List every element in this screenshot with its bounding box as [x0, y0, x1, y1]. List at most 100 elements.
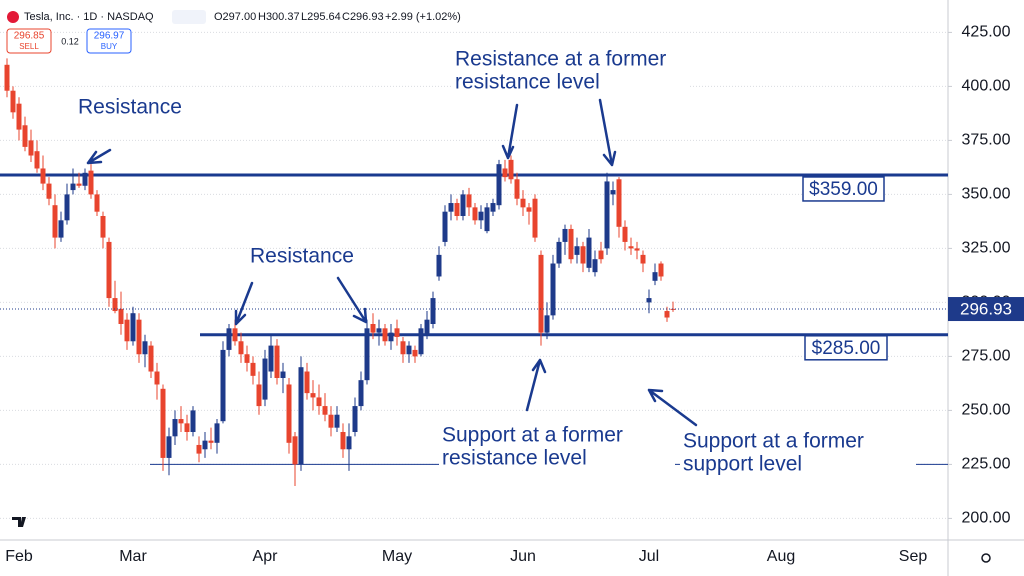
sell-label: SELL [19, 42, 39, 51]
sell-price: 296.85 [14, 31, 45, 42]
candle-body [250, 362, 256, 376]
candle-body [58, 220, 64, 238]
annotation: Support at a former [683, 430, 864, 453]
buy-price: 296.97 [94, 31, 125, 42]
candle-body [364, 328, 370, 381]
candle-body [46, 183, 52, 199]
candle-body [112, 298, 118, 312]
last-price-label: 296.93 [960, 300, 1012, 319]
x-tick-label: Apr [253, 548, 279, 565]
candle-body [220, 349, 226, 422]
candle-body [430, 298, 436, 324]
candle-body [118, 308, 124, 324]
candle-body [214, 423, 220, 443]
arrow [234, 281, 254, 326]
sell-button[interactable] [6, 28, 52, 54]
candle-body [370, 324, 376, 333]
candle-body [514, 179, 520, 199]
candle-body [592, 259, 598, 273]
candle-body [562, 228, 568, 242]
candle-body [226, 328, 232, 350]
candle-body [544, 315, 550, 333]
levels: $359.00 $285.00 [0, 173, 948, 465]
candle-body [154, 371, 160, 385]
spread: 0.12 [61, 36, 79, 46]
y-tick-label: 400.00 [962, 78, 1011, 95]
candle-body [202, 440, 208, 450]
annotation: Resistance [250, 245, 354, 268]
candle-body [298, 367, 304, 465]
candle-body [172, 419, 178, 437]
candle-body [34, 151, 40, 169]
annotation: resistance level [455, 71, 600, 94]
change: +2.99 (+1.02%) [385, 11, 461, 23]
candle-body [292, 436, 298, 465]
candle-body [286, 384, 292, 443]
candle-body [382, 328, 388, 342]
candle-body [526, 207, 532, 212]
candle-body [484, 207, 490, 232]
candle-body [190, 410, 196, 432]
candle-body [256, 384, 262, 407]
candle-body [142, 341, 148, 355]
candle-body [310, 393, 316, 398]
symbol: Tesla, Inc. · 1D · NASDAQ [24, 11, 154, 23]
candle-body [124, 319, 130, 342]
candles [4, 58, 676, 486]
arrow [86, 148, 112, 165]
candle-body [28, 140, 34, 156]
candle-body [4, 64, 10, 91]
candle-body [394, 328, 400, 337]
x-tick-label: May [382, 548, 412, 565]
candle-body [586, 237, 592, 268]
badge [172, 10, 206, 24]
candle-body [64, 194, 70, 221]
candle-body [454, 203, 460, 216]
candle-body [640, 254, 646, 264]
candle-body [412, 349, 418, 357]
x-tick-label: Feb [5, 548, 33, 565]
annotation: support level [683, 453, 802, 476]
settings-icon[interactable] [981, 553, 991, 563]
candle-body [136, 319, 142, 355]
candle-body [424, 319, 430, 335]
candle-body [520, 198, 526, 208]
candle-body [646, 298, 652, 303]
candle-body [388, 332, 394, 342]
ohlc-close: C296.93 [342, 11, 384, 23]
candle-body [466, 194, 472, 208]
annotation: Resistance at a former [455, 48, 666, 71]
candle-body [472, 207, 478, 221]
candle-body [442, 211, 448, 242]
y-tick-label: 375.00 [962, 132, 1011, 149]
candle-body [178, 419, 184, 424]
candle-body [448, 203, 454, 212]
candle-body [490, 203, 496, 212]
x-tick-label: Jul [639, 548, 659, 565]
y-tick-label: 225.00 [962, 456, 1011, 473]
candle-body [634, 248, 640, 251]
annotation: Resistance [78, 96, 182, 119]
y-tick-label: 425.00 [962, 24, 1011, 41]
buy-button[interactable] [86, 28, 132, 54]
ohlc-low: L295.64 [301, 11, 341, 23]
candle-body [574, 246, 580, 255]
candle-body [478, 211, 484, 221]
candle-body [376, 328, 382, 333]
candle-body [328, 414, 334, 428]
candle-body [76, 183, 82, 186]
annotations: Resistance Resistance Resistance at a form… [78, 48, 916, 477]
candle-body [52, 205, 58, 238]
last-price-box [948, 297, 1024, 322]
candle-body [40, 168, 46, 184]
x-tick-label: Sep [899, 548, 928, 565]
candle-body [598, 250, 604, 260]
level-label-box [802, 176, 885, 202]
candle-body [334, 414, 340, 428]
candle-body [274, 345, 280, 378]
candle-body [532, 198, 538, 238]
annotation: resistance level [442, 447, 587, 470]
logo [7, 11, 19, 23]
